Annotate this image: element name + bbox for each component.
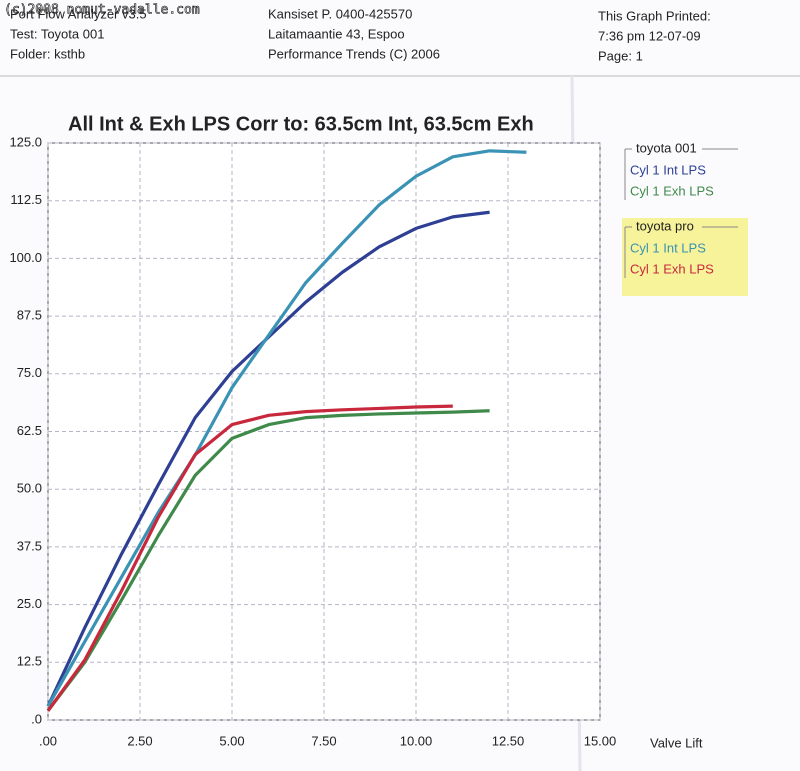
x-tick-label: 5.00 — [219, 733, 244, 748]
y-tick-label: 37.5 — [17, 538, 42, 553]
header-text: Page: 1 — [598, 48, 643, 63]
x-tick-label: .00 — [39, 733, 57, 748]
header-text: This Graph Printed: — [598, 8, 711, 23]
header-text: Test: Toyota 001 — [10, 26, 104, 41]
y-tick-label: 50.0 — [17, 481, 42, 496]
x-tick-label: 10.00 — [400, 733, 433, 748]
x-tick-label: 2.50 — [127, 733, 152, 748]
x-tick-label: 12.50 — [492, 733, 525, 748]
y-tick-label: 100.0 — [9, 250, 42, 265]
header-text: Laitamaantie 43, Espoo — [268, 26, 405, 41]
watermark: (c)2008 nomut-vadalle.com — [4, 3, 200, 18]
x-axis-label: Valve Lift — [650, 735, 703, 750]
data-line — [46, 149, 527, 707]
legend-entry: Cyl 1 Exh LPS — [630, 261, 714, 276]
legend-title: toyota pro — [636, 218, 694, 233]
legend-title-bg — [632, 140, 702, 156]
legend-entry: Cyl 1 Int LPS — [630, 240, 706, 255]
chart-title: All Int & Exh LPS Corr to: 63.5cm Int, 6… — [68, 113, 534, 135]
legend-entry: Cyl 1 Exh LPS — [630, 183, 714, 198]
legend-title-bg — [632, 218, 702, 234]
legend-title: toyota 001 — [636, 140, 697, 155]
x-tick-label: 7.50 — [311, 733, 336, 748]
y-tick-label: 75.0 — [17, 365, 42, 380]
y-tick-label: 87.5 — [17, 308, 42, 323]
header-text: Folder: ksthb — [10, 46, 85, 61]
data-line — [46, 409, 490, 712]
data-line — [46, 404, 453, 712]
y-tick-label: 62.5 — [17, 423, 42, 438]
x-tick-label: 15.00 — [584, 733, 617, 748]
y-tick-label: .0 — [31, 711, 42, 726]
header-text: 7:36 pm 12-07-09 — [598, 28, 701, 43]
y-tick-label: 25.0 — [17, 596, 42, 611]
legend-entry: Cyl 1 Int LPS — [630, 162, 706, 177]
plot: .0 12.5 25.0 37.5 50.0 62.5 75.0 87.5 100.0 112.5… — [9, 134, 748, 750]
header-text: Kansiset P. 0400-425570 — [268, 6, 412, 21]
header-text: Performance Trends (C) 2006 — [268, 46, 440, 61]
y-tick-label: 125.0 — [9, 134, 42, 149]
y-tick-label: 112.5 — [10, 192, 42, 207]
y-tick-label: 12.5 — [17, 654, 42, 669]
header-text: Port Flow Analyzer v3.5 — [10, 6, 147, 21]
